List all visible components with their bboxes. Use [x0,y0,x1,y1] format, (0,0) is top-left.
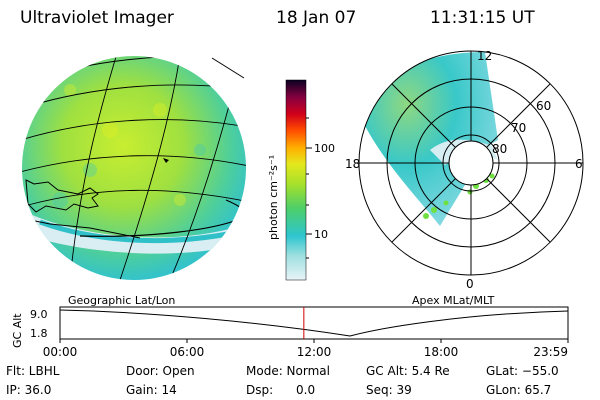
auroral-oval [359,52,498,226]
geographic-image [22,56,246,280]
glat-info: GLat: −55.0 [486,364,559,378]
mlat-label-80: 80 [492,142,507,156]
gain-info: Gain: 14 [126,383,177,397]
polar-plot: 12 0 18 6 60 70 80 [345,49,584,291]
gc-alt-info: GC Alt: 5.4 Re [366,364,450,378]
alt-xtick-0: 00:00 [43,345,78,359]
colorbar-tick-100: 100 [314,142,335,155]
ip-info: IP: 36.0 [6,383,52,397]
mlt-label-0: 0 [466,277,474,291]
mode-info: Mode: Normal [246,364,330,378]
instrument-title: Ultraviolet Imager [20,8,174,28]
mlt-label-18: 18 [345,157,360,171]
mlt-label-6: 6 [575,157,583,171]
alt-ytick-min: 1.8 [30,327,48,340]
glon-info: GLon: 65.7 [486,383,552,397]
coastline [25,179,99,213]
mlat-label-70: 70 [511,121,526,135]
colorbar-tick-10: 10 [314,228,328,241]
mlt-label-12: 12 [477,49,492,63]
apex-panel-label: Apex MLat/MLT [412,294,495,307]
earth-disk [22,56,246,280]
alt-ylabel: GC Alt [11,313,24,348]
door-info: Door: Open [126,364,195,378]
altitude-plot: 9.0 1.8 GC Alt 00:00 06:00 12:00 18:00 2… [11,306,569,359]
alt-xtick-2: 12:00 [297,345,332,359]
time-label: 11:31:15 UT [430,8,535,28]
colorbar [285,79,307,281]
mlat-label-60: 60 [536,99,551,113]
filter-info: Flt: LBHL [6,364,60,378]
date-label: 18 Jan 07 [276,8,357,28]
seq-info: Seq: 39 [366,383,412,397]
alt-xtick-1: 06:00 [170,345,205,359]
alt-ytick-max: 9.0 [30,308,48,321]
dsp-info: Dsp: 0.0 [246,383,316,397]
alt-xtick-4: 23:59 [533,345,568,359]
geographic-panel-label: Geographic Lat/Lon [68,294,175,307]
colorbar-unit-label: photon cm⁻²s⁻¹ [267,155,280,240]
auroral-band [30,214,244,254]
alt-xtick-3: 18:00 [424,345,459,359]
